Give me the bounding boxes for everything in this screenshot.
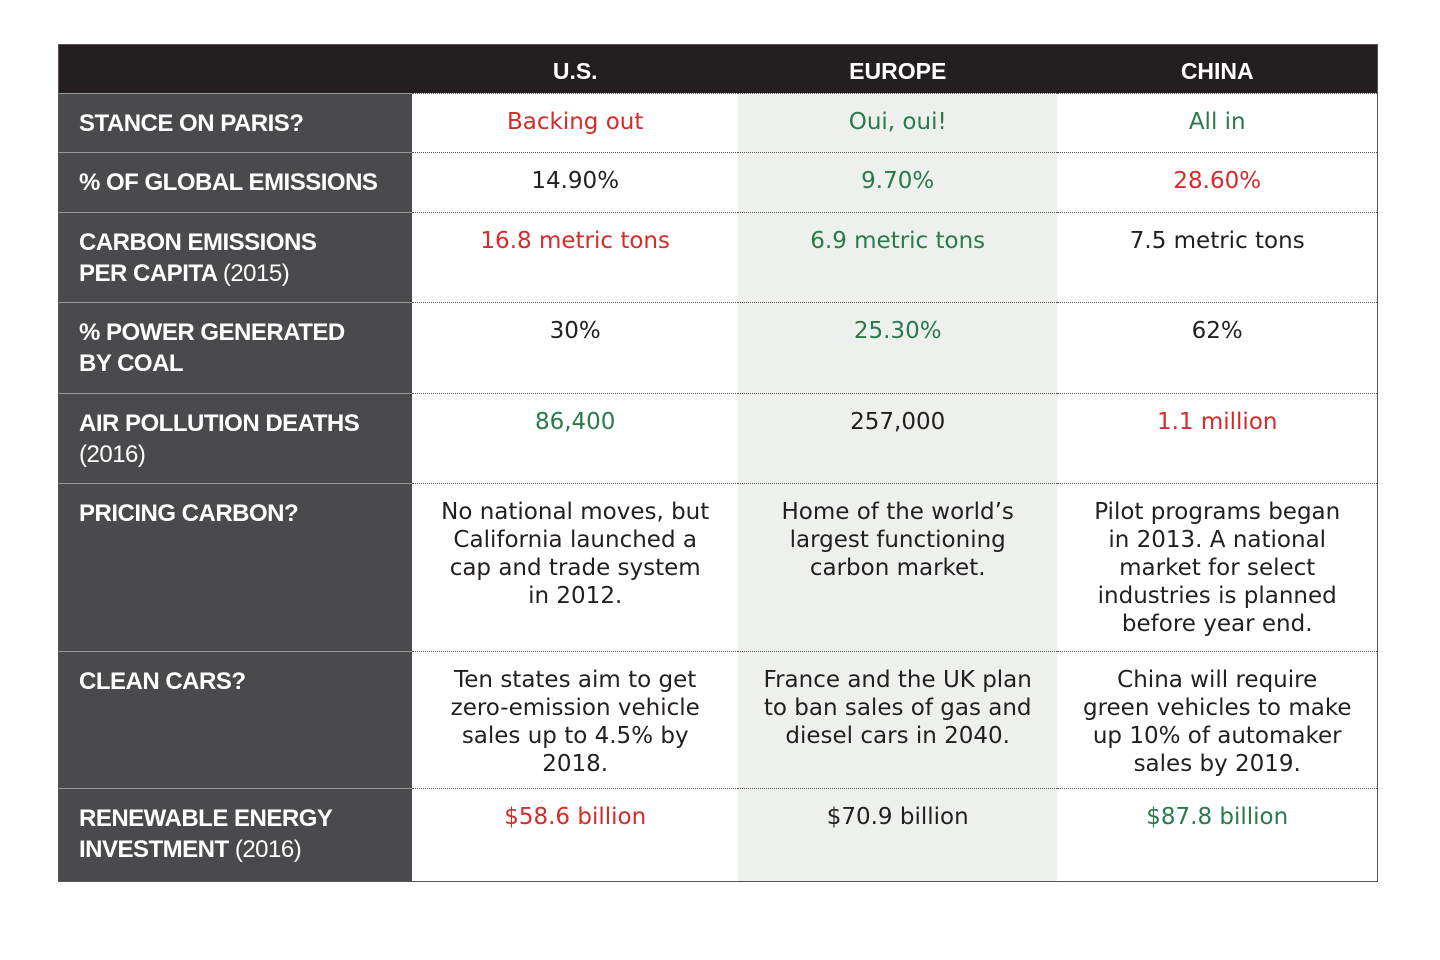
row-label: RENEWABLE ENERGY INVESTMENT (2016) [59, 788, 413, 881]
cell-text: 6.9 metric tons [810, 228, 986, 254]
cell-text: 257,000 [850, 409, 946, 435]
table-cell: 9.70% [737, 152, 1058, 212]
table-cell: 28.60% [1057, 152, 1377, 212]
table-cell: 7.5 metric tons [1057, 212, 1377, 302]
row-label-line: CARBON EMISSIONS [79, 229, 317, 256]
cell-text: 86,400 [534, 409, 616, 435]
row-label: AIR POLLUTION DEATHS (2016) [59, 393, 413, 483]
cell-text: 28.60% [1173, 168, 1262, 194]
row-label-line: INVESTMENT (2016) [79, 836, 302, 863]
row-label: CLEAN CARS? [59, 651, 413, 788]
row-label-note: (2015) [222, 260, 290, 287]
table-cell: 257,000 [737, 393, 1058, 483]
row-label: CARBON EMISSIONS PER CAPITA (2015) [59, 212, 413, 302]
table-cell: 25.30% [737, 302, 1058, 393]
table-cell: 86,400 [412, 393, 738, 483]
cell-text: 14.90% [531, 168, 620, 194]
table-cell: 30% [412, 302, 738, 393]
table-cell: 16.8 metric tons [412, 212, 738, 302]
row-label-line: STANCE ON PARIS? [79, 110, 304, 137]
table-cell: Home of the world’s largest functioning … [737, 483, 1058, 651]
row-label: PRICING CARBON? [59, 483, 413, 651]
column-header: U.S. [552, 57, 598, 84]
table-cell: 6.9 metric tons [737, 212, 1058, 302]
header-row: U.S. EUROPE CHINA [59, 45, 1377, 93]
table-cell: China will require green vehicles to mak… [1057, 651, 1377, 788]
table-row: % OF GLOBAL EMISSIONS 14.90% 9.70% 28.60% [59, 152, 1377, 212]
cell-text: Oui, oui! [848, 109, 947, 135]
table-cell: All in [1057, 93, 1377, 152]
row-label-line: BY COAL [79, 350, 184, 377]
table-cell: Ten states aim to get zero-emission vehi… [412, 651, 738, 788]
table-cell: France and the UK plan to ban sales of g… [737, 651, 1058, 788]
table-cell: No national moves, but California launch… [412, 483, 738, 651]
row-label-line: CLEAN CARS? [79, 668, 246, 695]
cell-text: 7.5 metric tons [1129, 228, 1305, 254]
comparison-table: U.S. EUROPE CHINA STANCE ON PARIS? Backin… [58, 44, 1378, 882]
cell-text: France and the UK plan to ban sales of g… [763, 667, 1032, 749]
row-label-note: (2016) [234, 836, 302, 863]
row-label-line: % OF GLOBAL EMISSIONS [79, 169, 378, 196]
table-cell: $70.9 billion [737, 788, 1058, 881]
cell-text: 16.8 metric tons [480, 228, 670, 254]
row-label: % OF GLOBAL EMISSIONS [59, 152, 413, 212]
row-label-line: PRICING CARBON? [79, 500, 299, 527]
cell-text: Ten states aim to get zero-emission vehi… [450, 667, 700, 777]
cell-text: Pilot programs began in 2013. A national… [1094, 499, 1341, 637]
table-cell: Backing out [412, 93, 738, 152]
cell-text: 9.70% [861, 168, 935, 194]
table-cell: 1.1 million [1057, 393, 1377, 483]
table-row: % POWER GENERATED BY COAL 30% 25.30% 62% [59, 302, 1377, 393]
table-cell: Oui, oui! [737, 93, 1058, 152]
table-cell: Pilot programs began in 2013. A national… [1057, 483, 1377, 651]
cell-text: $70.9 billion [826, 804, 969, 830]
table-row: STANCE ON PARIS? Backing out Oui, oui! All … [59, 93, 1377, 152]
cell-text: Home of the world’s largest functioning … [781, 499, 1014, 581]
table-row: CLEAN CARS? Ten states aim to get zero-em… [59, 651, 1377, 788]
table-cell: 62% [1057, 302, 1377, 393]
cell-text: 30% [549, 318, 601, 344]
column-header: CHINA [1180, 57, 1254, 84]
header-blank [59, 45, 412, 93]
table-row: RENEWABLE ENERGY INVESTMENT (2016) $58.6 … [59, 788, 1377, 881]
cell-text: Backing out [507, 109, 644, 135]
cell-text: $87.8 billion [1146, 804, 1289, 830]
row-label-line: AIR POLLUTION DEATHS (2016) [79, 410, 360, 468]
cell-text: No national moves, but California launch… [441, 499, 710, 609]
cell-text: $58.6 billion [504, 804, 647, 830]
column-header: EUROPE [849, 57, 947, 84]
cell-text: All in [1188, 109, 1246, 135]
row-label: % POWER GENERATED BY COAL [59, 302, 413, 393]
row-label-line: PER CAPITA (2015) [79, 260, 290, 287]
cell-text: 62% [1191, 318, 1243, 344]
table-row: PRICING CARBON? No national moves, but Ca… [59, 483, 1377, 651]
table-cell: $87.8 billion [1057, 788, 1377, 881]
table-cell: 14.90% [412, 152, 738, 212]
cell-text: China will require green vehicles to mak… [1082, 667, 1352, 777]
table-row: AIR POLLUTION DEATHS (2016) 86,400 257,000… [59, 393, 1377, 483]
table-cell: $58.6 billion [412, 788, 738, 881]
cell-text: 1.1 million [1156, 409, 1278, 435]
row-label-line: % POWER GENERATED [79, 319, 345, 346]
table-row: CARBON EMISSIONS PER CAPITA (2015) 16.8 m… [59, 212, 1377, 302]
row-label-note: (2016) [79, 441, 146, 468]
row-label-line: RENEWABLE ENERGY [79, 805, 333, 832]
cell-text: 25.30% [853, 318, 942, 344]
row-label: STANCE ON PARIS? [59, 93, 413, 152]
